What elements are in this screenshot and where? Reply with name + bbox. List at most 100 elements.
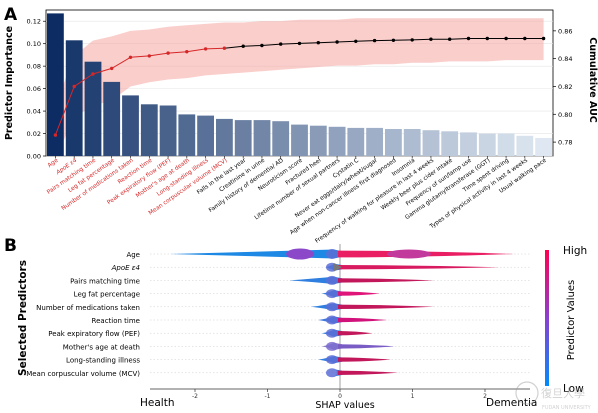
colorbar-high-label: High: [563, 245, 587, 257]
auc-point-15: [316, 41, 320, 45]
auc-point-21: [429, 37, 433, 41]
ytick-right-label-1: 0.80: [558, 111, 572, 119]
watermark-text-en: FUDAN UNIVERSITY: [542, 405, 592, 411]
bar-3: [84, 61, 102, 157]
bar-8: [178, 114, 196, 156]
swarm-positive-6: [338, 317, 388, 323]
colorbar-title: Predictor Values: [566, 280, 577, 361]
watermark-logo: 復旦大學 FUDAN UNIVERSITY: [515, 381, 592, 411]
auc-point-10: [222, 46, 227, 50]
auc-point-26: [523, 36, 527, 41]
ytick-right-label-3: 0.84: [558, 55, 572, 63]
auc-point-14: [297, 41, 302, 46]
auc-point-19: [391, 38, 396, 42]
panel-b-right-label: Dementia: [486, 397, 537, 409]
swarm-center-10: [326, 368, 338, 378]
swarm-positive-3: [338, 278, 435, 283]
swarm-apoe-marker: [334, 263, 342, 272]
panel-b-label: B: [4, 236, 17, 256]
panel-a-ylabel-left: Predictor Importance: [4, 26, 15, 140]
bar-11: [234, 120, 252, 156]
swarm-positive-5: [338, 304, 435, 309]
bar-5: [122, 95, 139, 156]
bar-24: [478, 133, 496, 156]
auc-point-8: [185, 50, 189, 54]
predictor-label-7: Peak expiratory flow (PEF): [48, 330, 140, 338]
ytick-left-label-0: 0.00: [27, 153, 41, 161]
panel-b-xlabel: SHAP values: [315, 400, 374, 411]
bar-15: [309, 125, 327, 156]
bar-22: [441, 131, 459, 156]
swarm-center-1: [326, 249, 338, 259]
xtick-b-label-3: 1: [411, 393, 415, 400]
predictor-label-4: Leg fat percentage: [74, 291, 140, 299]
auc-point-17: [354, 39, 358, 43]
panel-b-ylabel: Selected Predictors: [17, 260, 29, 376]
auc-point-16: [335, 40, 339, 44]
auc-point-13: [279, 42, 283, 46]
auc-point-22: [448, 37, 452, 41]
predictor-label-6: Reaction time: [92, 317, 140, 325]
bar-20: [403, 129, 421, 156]
bar-16: [328, 126, 346, 156]
colorbar-low-label: Low: [563, 383, 584, 395]
swarm-center-5: [326, 302, 338, 312]
swarm-age-cluster-pos: [386, 249, 431, 259]
swarm-center-3: [326, 275, 338, 285]
bar-18: [366, 127, 383, 156]
swarm-center-6: [326, 315, 338, 325]
ytick-left-label-2: 0.04: [27, 108, 41, 116]
swarm-negative-1: [169, 249, 342, 259]
predictor-label-2: ApoE ε4: [111, 264, 140, 272]
predictor-label-8: Mother's age at death: [63, 343, 140, 351]
panel-b-left-label: Health: [140, 397, 174, 409]
bar-14: [291, 124, 308, 156]
bar-21: [422, 130, 440, 156]
swarm-positive-4: [338, 291, 380, 296]
bar-25: [497, 133, 515, 156]
bar-26: [516, 135, 534, 156]
ytick-left-label-3: 0.06: [27, 85, 41, 93]
auc-point-9: [203, 47, 208, 51]
bar-4: [103, 81, 121, 156]
bar-23: [460, 132, 477, 156]
auc-point-2: [72, 84, 76, 89]
xtick-b-label-2: 0: [338, 393, 342, 400]
predictor-label-10: Mean corpuscular volume (MCV): [26, 370, 140, 378]
auc-point-27: [541, 36, 546, 41]
bar-27: [535, 138, 552, 156]
swarm-positive-2: [338, 265, 500, 270]
ytick-right-label-2: 0.82: [558, 83, 572, 91]
auc-point-24: [485, 36, 489, 41]
predictor-label-5: Number of medications taken: [36, 304, 140, 312]
swarm-center-8: [326, 341, 338, 351]
swarm-center-4: [326, 289, 338, 299]
bar-7: [159, 105, 177, 156]
auc-point-20: [410, 38, 414, 42]
ytick-left-label-5: 0.10: [27, 40, 41, 48]
swarm-age-cluster-neg: [286, 248, 315, 260]
swarm-positive-7: [338, 331, 373, 336]
auc-line-rest: [224, 38, 544, 49]
ytick-left-label-4: 0.08: [27, 63, 41, 71]
auc-point-6: [147, 54, 151, 58]
swarm-center-9: [326, 355, 338, 365]
bar-17: [347, 127, 365, 156]
xtick-b-label-1: -1: [265, 393, 271, 400]
auc-point-25: [504, 36, 508, 41]
panel-b-chart: Age ApoE ε4 Pairs matching time Leg fat per…: [26, 244, 530, 400]
ytick-right-label-0: 0.78: [558, 139, 572, 147]
predictor-label-3: Pairs matching time: [70, 277, 140, 285]
predictor-label-9: Long-standing illness: [66, 357, 140, 365]
xtick-b-label-0: -2: [192, 393, 198, 400]
auc-point-7: [166, 51, 170, 55]
predictor-label-1: Age: [126, 251, 140, 259]
xtick-b-label-4: 2: [483, 393, 487, 400]
auc-point-11: [241, 44, 245, 48]
auc-point-12: [260, 43, 264, 48]
bar-6: [140, 104, 158, 156]
auc-point-18: [372, 38, 377, 43]
bar-9: [197, 115, 214, 156]
auc-confidence-band: [55, 18, 544, 159]
